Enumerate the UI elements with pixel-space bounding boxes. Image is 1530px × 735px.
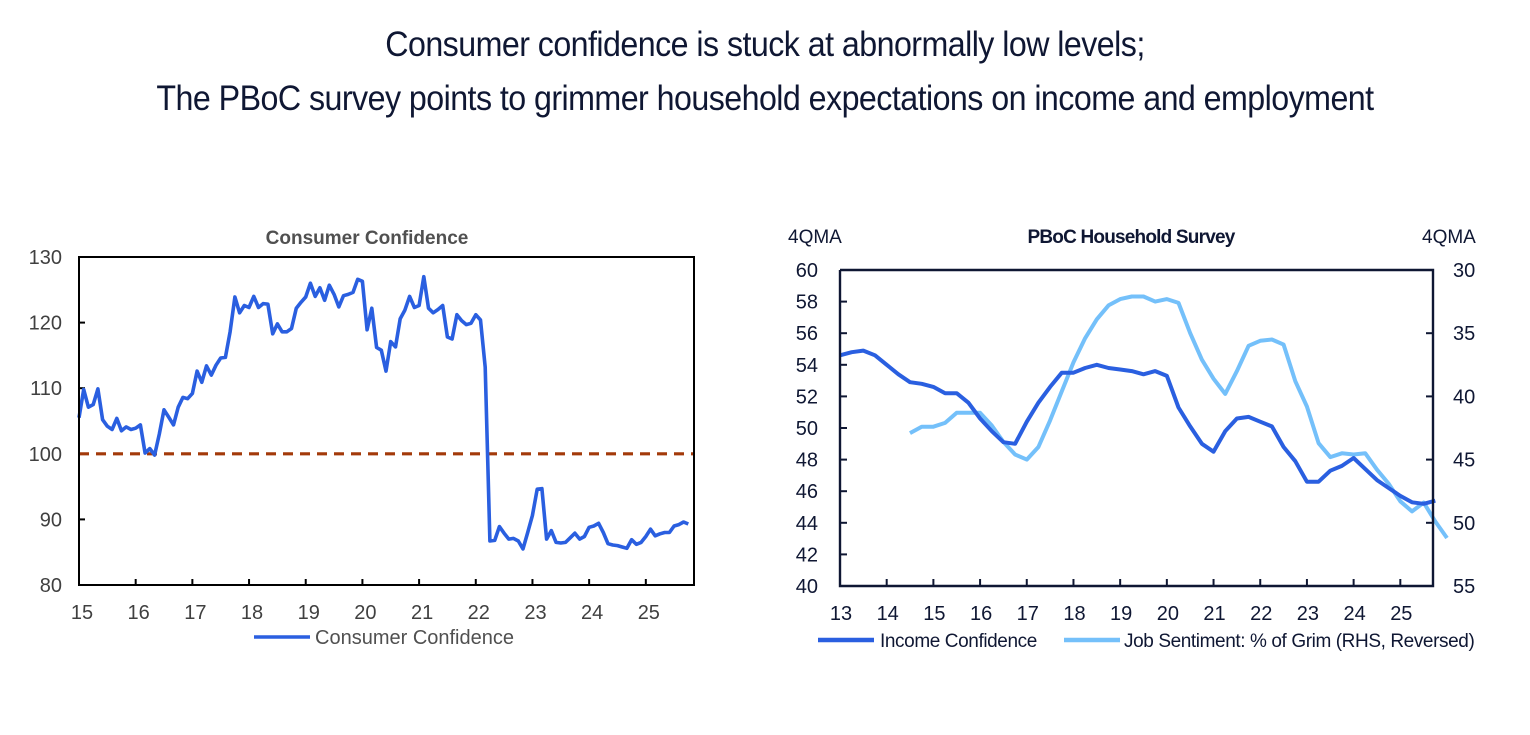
right-chart-x-axis: 13 14 15 16 17 18 19 20 21 22 23 24 25 bbox=[830, 579, 1412, 625]
right-plot-frame bbox=[838, 268, 1435, 588]
left-plot-frame bbox=[78, 256, 695, 586]
left-x-axis: 15 16 17 18 19 20 21 22 23 24 25 bbox=[71, 579, 660, 624]
right-x-tick-label: 25 bbox=[1390, 603, 1412, 625]
left-y-tick-label: 100 bbox=[29, 444, 62, 466]
legend-label-consumer-confidence: Consumer Confidence bbox=[315, 627, 514, 649]
right-x-tick-label: 19 bbox=[1110, 603, 1132, 625]
left-y-tick-label: 130 bbox=[29, 247, 62, 269]
left-x-tick-label: 22 bbox=[468, 602, 490, 624]
right-chart-right-y-tick-label: 55 bbox=[1453, 576, 1475, 598]
right-chart-left-y-tick-label: 58 bbox=[796, 292, 818, 314]
right-x-tick-label: 21 bbox=[1203, 603, 1225, 625]
right-x-tick-label: 18 bbox=[1063, 603, 1085, 625]
right-chart-left-y-tick-label: 48 bbox=[796, 450, 818, 472]
right-chart-title: PBoC Household Survey bbox=[1027, 227, 1235, 248]
headline-line-1: Consumer confidence is stuck at abnormal… bbox=[385, 25, 1145, 64]
right-x-tick-label: 23 bbox=[1297, 603, 1319, 625]
legend-label-job-sentiment: Job Sentiment: % of Grim (RHS, Reversed) bbox=[1124, 631, 1474, 652]
left-y-tick-label: 110 bbox=[30, 378, 62, 400]
right-chart-left-y-axis: 40 42 44 46 48 50 52 54 56 58 60 bbox=[796, 260, 847, 598]
left-y-axis: 80 90 100 110 120 130 bbox=[29, 247, 85, 597]
right-axis-unit-label: 4QMA bbox=[1422, 227, 1476, 248]
left-y-tick-label: 120 bbox=[29, 313, 62, 335]
left-x-tick-label: 15 bbox=[71, 602, 93, 624]
right-chart-left-y-tick-label: 60 bbox=[796, 260, 818, 282]
right-chart-right-y-tick-label: 50 bbox=[1453, 513, 1475, 535]
left-x-tick-label: 23 bbox=[524, 602, 546, 624]
series-line-job-sentiment bbox=[909, 294, 1449, 540]
right-chart-right-y-tick-label: 40 bbox=[1453, 386, 1475, 408]
right-chart-left-y-tick-label: 46 bbox=[796, 481, 818, 503]
right-chart-right-y-axis: 30 35 40 45 50 55 bbox=[1426, 260, 1475, 598]
series-line-income-confidence bbox=[839, 348, 1436, 506]
right-x-tick-label: 17 bbox=[1017, 603, 1039, 625]
left-x-tick-label: 16 bbox=[128, 602, 150, 624]
left-x-tick-label: 25 bbox=[638, 602, 660, 624]
left-x-tick-label: 17 bbox=[184, 602, 206, 624]
left-axis-unit-label: 4QMA bbox=[788, 227, 842, 248]
right-chart-left-y-tick-label: 54 bbox=[796, 355, 818, 377]
left-x-tick-label: 21 bbox=[411, 602, 433, 624]
series-line-consumer-confidence bbox=[77, 274, 690, 551]
legend-label-income-confidence: Income Confidence bbox=[880, 631, 1037, 652]
right-x-tick-label: 16 bbox=[970, 603, 992, 625]
right-x-tick-label: 13 bbox=[830, 603, 852, 625]
right-chart-right-y-tick-label: 30 bbox=[1453, 260, 1475, 282]
right-x-tick-label: 24 bbox=[1343, 603, 1365, 625]
right-chart-left-y-tick-label: 42 bbox=[796, 544, 818, 566]
right-chart-right-y-tick-label: 45 bbox=[1453, 450, 1475, 472]
right-x-tick-label: 15 bbox=[923, 603, 945, 625]
left-x-tick-label: 20 bbox=[354, 602, 376, 624]
right-chart-right-y-tick-label: 35 bbox=[1453, 323, 1475, 345]
left-y-tick-label: 80 bbox=[40, 575, 62, 597]
left-y-tick-label: 90 bbox=[40, 509, 62, 531]
right-x-tick-label: 22 bbox=[1250, 603, 1272, 625]
headline-line-2: The PBoC survey points to grimmer househ… bbox=[156, 79, 1374, 118]
right-chart-left-y-tick-label: 44 bbox=[796, 513, 818, 535]
left-x-tick-label: 19 bbox=[298, 602, 320, 624]
right-chart-left-y-tick-label: 52 bbox=[796, 386, 818, 408]
right-chart-left-y-tick-label: 40 bbox=[796, 576, 818, 598]
right-x-tick-label: 14 bbox=[877, 603, 899, 625]
right-chart-left-y-tick-label: 50 bbox=[796, 418, 818, 440]
left-x-tick-label: 18 bbox=[241, 602, 263, 624]
right-x-tick-label: 20 bbox=[1157, 603, 1179, 625]
pboc-household-survey-chart: PBoC Household Survey 4QMA 4QMA 40 42 44 46… bbox=[788, 227, 1476, 652]
left-chart-title: Consumer Confidence bbox=[266, 228, 469, 249]
right-chart-left-y-tick-label: 56 bbox=[796, 323, 818, 345]
left-x-tick-label: 24 bbox=[581, 602, 603, 624]
